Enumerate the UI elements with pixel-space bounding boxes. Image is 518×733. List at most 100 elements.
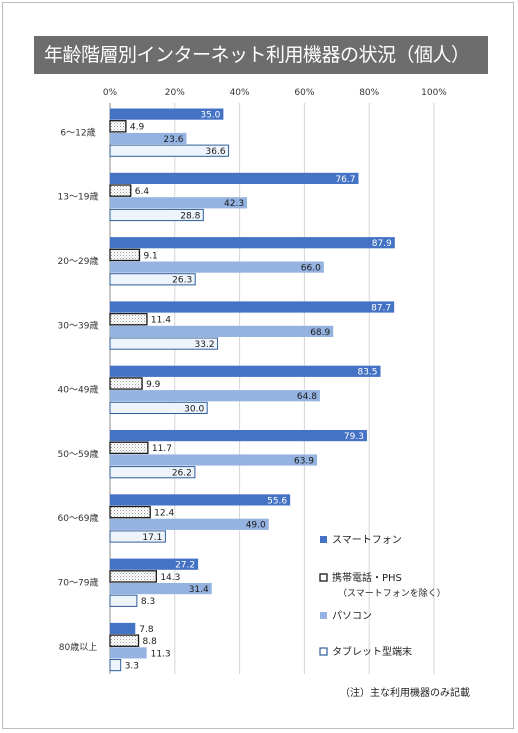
legend-note: （スマートフォンを除く）: [338, 587, 446, 599]
data-label: 14.3: [160, 573, 180, 583]
data-label: 49.0: [246, 521, 266, 531]
category-label: 60～69歳: [58, 512, 99, 524]
data-label: 11.3: [151, 649, 171, 659]
legend-label: パソコン: [332, 610, 372, 622]
data-label: 87.7: [371, 303, 391, 313]
data-label: 12.4: [154, 509, 174, 519]
data-label: 26.3: [172, 276, 192, 286]
data-label: 79.3: [344, 432, 364, 442]
data-label: 6.4: [135, 187, 150, 197]
bar: [109, 184, 132, 197]
title-banner: 年齢階層別インターネット利用機器の状況（個人）: [34, 36, 488, 74]
bar: [110, 325, 334, 337]
data-label: 23.6: [163, 135, 183, 145]
legend-swatch: [319, 573, 328, 582]
bar: [110, 237, 395, 249]
data-label: 63.9: [294, 456, 314, 466]
bar: [110, 261, 324, 273]
bar: [110, 518, 269, 530]
data-label: 64.8: [297, 392, 317, 402]
data-label: 87.9: [372, 239, 392, 249]
data-label: 83.5: [357, 368, 377, 378]
chart-title: 年齢階層別インターネット利用機器の状況（個人）: [44, 44, 470, 66]
bars: 35.0 4.9 23.6 36.6 76.7 6.4 42.3 28.8 87.9 9.1 66.…: [109, 108, 395, 672]
bar: [110, 108, 224, 120]
data-label: 28.8: [180, 211, 200, 221]
x-tick-label: 60%: [294, 88, 314, 98]
category-label: 13～19歳: [58, 191, 99, 203]
legend-swatch: [320, 612, 327, 619]
data-label: 4.9: [130, 123, 145, 133]
data-label: 30.0: [184, 404, 204, 414]
bar: [110, 583, 212, 595]
bar: [109, 659, 122, 672]
bar: [110, 390, 320, 402]
bar: [109, 337, 219, 350]
legend-label: タブレット型端末: [332, 645, 412, 658]
data-label: 9.1: [143, 251, 157, 261]
bar: [110, 197, 248, 209]
x-tick-label: 100%: [421, 88, 447, 98]
bar: [109, 570, 157, 583]
data-label: 17.1: [142, 533, 162, 543]
bar: [110, 647, 147, 659]
category-label: 50～59歳: [58, 448, 99, 460]
bar: [109, 466, 196, 479]
bar: [109, 634, 140, 647]
category-label: 6～12歳: [60, 126, 95, 138]
x-tick-label: 40%: [230, 88, 250, 98]
bar: [110, 172, 359, 184]
category-label: 20～29歳: [58, 255, 99, 267]
category-labels: 6～12歳 13～19歳 20～29歳 30～39歳 40～49歳 50～59歳 60～69…: [58, 126, 99, 652]
x-tick-label: 0%: [103, 88, 118, 98]
data-label: 11.7: [152, 444, 172, 454]
category-label: 80歳以上: [59, 641, 97, 653]
legend-label: 携帯電話・PHS: [332, 571, 402, 584]
bar: [110, 454, 318, 466]
bar: [110, 494, 291, 506]
footnote: （注）主な利用機器のみ記載: [340, 688, 470, 699]
data-label: 31.4: [189, 585, 209, 595]
data-label: 35.0: [200, 111, 220, 121]
x-tick-label: 20%: [165, 88, 185, 98]
bar: [110, 430, 367, 442]
bar: [110, 301, 395, 313]
bar: [109, 120, 127, 133]
x-tick-label: 80%: [359, 88, 379, 98]
bar: [109, 505, 151, 519]
bar: [110, 622, 136, 635]
bar: [109, 144, 230, 157]
data-label: 9.9: [146, 380, 161, 390]
data-label: 7.8: [139, 625, 154, 635]
category-label: 30～39歳: [58, 319, 99, 331]
bar: [109, 273, 196, 286]
data-label: 66.0: [301, 264, 321, 274]
bar: [109, 530, 166, 543]
bar: [109, 248, 141, 262]
bar: [109, 312, 148, 326]
bar: [110, 558, 199, 570]
bar: [110, 365, 381, 377]
data-label: 42.3: [224, 199, 244, 209]
bar: [109, 441, 149, 455]
data-label: 55.6: [267, 496, 287, 506]
bar: [109, 208, 204, 222]
data-label: 26.2: [172, 469, 192, 479]
category-label: 40～49歳: [58, 384, 99, 396]
legend-label: スマートフォン: [332, 535, 402, 546]
bar: [109, 594, 138, 607]
data-label: 8.3: [141, 597, 155, 607]
data-label: 3.3: [125, 662, 139, 672]
data-label: 8.8: [143, 637, 158, 647]
legend-swatch: [319, 647, 328, 656]
x-tick-labels: 0% 20% 40% 60% 80% 100%: [103, 88, 447, 98]
data-label: 36.6: [206, 147, 226, 157]
bar: [110, 132, 187, 145]
data-label: 11.4: [151, 316, 171, 326]
category-label: 70～79歳: [58, 577, 99, 589]
data-label: 27.2: [175, 561, 195, 571]
legend-swatch: [320, 536, 327, 543]
